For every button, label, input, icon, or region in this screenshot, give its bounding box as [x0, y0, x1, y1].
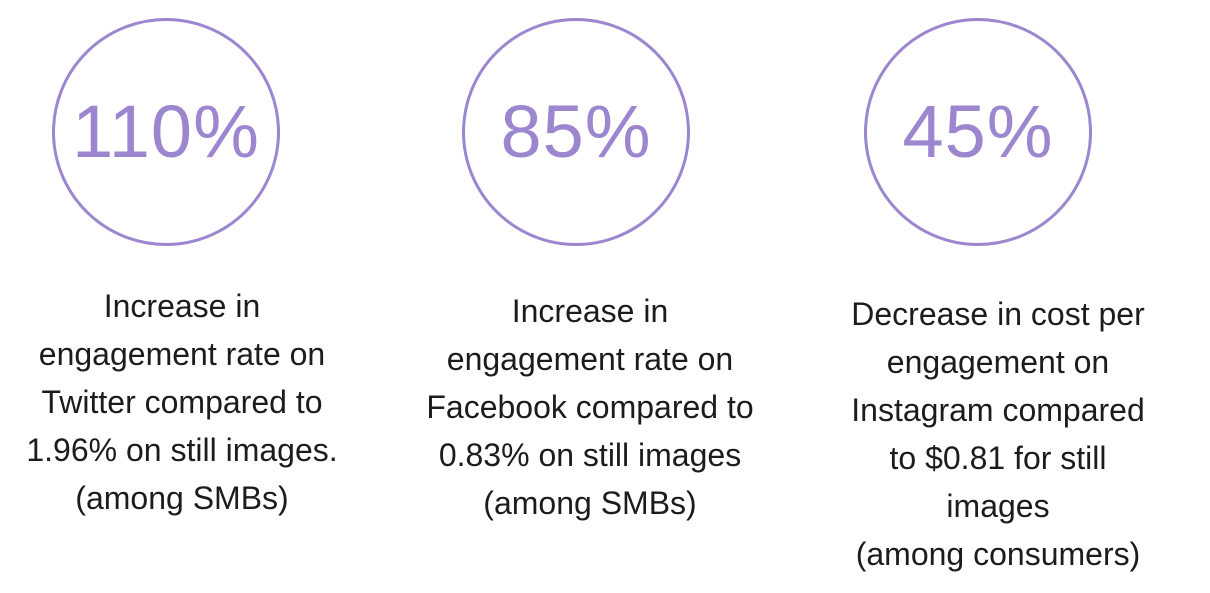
stat-value: 110%: [72, 90, 260, 173]
caption-line: Facebook compared to: [426, 389, 754, 425]
caption-line: Decrease in cost per: [851, 296, 1145, 332]
caption-line: Increase in: [103, 288, 261, 324]
caption-line: (among SMBs): [483, 485, 697, 521]
stat-caption: Increase in engagement rate on Facebook …: [390, 287, 790, 527]
stat-circle: 110%: [52, 18, 280, 246]
caption-line: images: [946, 488, 1050, 524]
caption-line: Increase in: [511, 293, 669, 329]
caption-line: 1.96% on still images.: [26, 432, 338, 468]
caption-line: engagement rate on: [38, 336, 326, 372]
stat-circle: 45%: [864, 18, 1092, 246]
stat-circle: 85%: [462, 18, 690, 246]
stat-caption: Increase in engagement rate on Twitter c…: [0, 282, 382, 522]
caption-line: (among SMBs): [75, 480, 289, 516]
caption-line: engagement on: [886, 344, 1110, 380]
stat-caption: Decrease in cost per engagement on Insta…: [798, 290, 1198, 578]
caption-line: Twitter compared to: [41, 384, 323, 420]
caption-line: (among consumers): [855, 536, 1141, 572]
stat-value: 85%: [500, 90, 652, 173]
stat-value: 45%: [902, 90, 1054, 173]
caption-line: Instagram compared: [851, 392, 1145, 428]
caption-line: engagement rate on: [446, 341, 734, 377]
caption-line: 0.83% on still images: [438, 437, 742, 473]
caption-line: to $0.81 for still: [889, 440, 1107, 476]
